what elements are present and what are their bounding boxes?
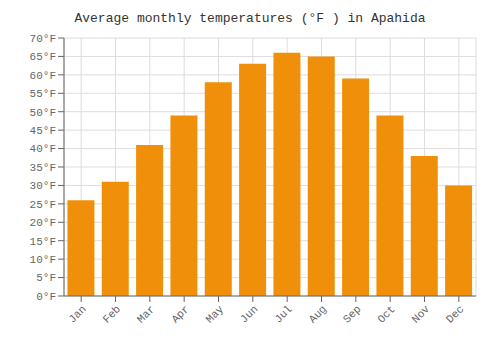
- svg-text:Jan: Jan: [66, 303, 88, 325]
- svg-text:Sep: Sep: [341, 303, 363, 325]
- svg-text:20°F: 20°F: [30, 217, 56, 229]
- svg-text:15°F: 15°F: [30, 236, 56, 248]
- svg-text:Jun: Jun: [238, 303, 260, 325]
- svg-text:40°F: 40°F: [30, 143, 56, 155]
- svg-text:45°F: 45°F: [30, 125, 56, 137]
- svg-text:Apr: Apr: [169, 303, 191, 325]
- html-text:Average monthly temperatures (: Average monthly temperatures (°F ) in Ap…: [74, 11, 426, 26]
- svg-text:Aug: Aug: [307, 303, 329, 325]
- svg-text:Oct: Oct: [375, 303, 397, 325]
- svg-text:65°F: 65°F: [30, 51, 56, 63]
- svg-text:Jul: Jul: [272, 303, 294, 325]
- svg-text:May: May: [204, 303, 227, 326]
- svg-text:30°F: 30°F: [30, 180, 56, 192]
- svg-text:55°F: 55°F: [30, 88, 56, 100]
- svg-text:Dec: Dec: [444, 303, 466, 325]
- svg-text:10°F: 10°F: [30, 254, 56, 266]
- svg-text:0°F: 0°F: [36, 291, 56, 303]
- svg-text:Feb: Feb: [101, 303, 123, 325]
- svg-text:5°F: 5°F: [36, 272, 56, 284]
- svg-text:60°F: 60°F: [30, 70, 56, 82]
- svg-text:25°F: 25°F: [30, 199, 56, 211]
- svg-text:50°F: 50°F: [30, 107, 56, 119]
- svg-text:35°F: 35°F: [30, 162, 56, 174]
- svg-text:70°F: 70°F: [30, 33, 56, 45]
- svg-text:Mar: Mar: [135, 303, 157, 325]
- svg-text:Nov: Nov: [410, 303, 433, 326]
